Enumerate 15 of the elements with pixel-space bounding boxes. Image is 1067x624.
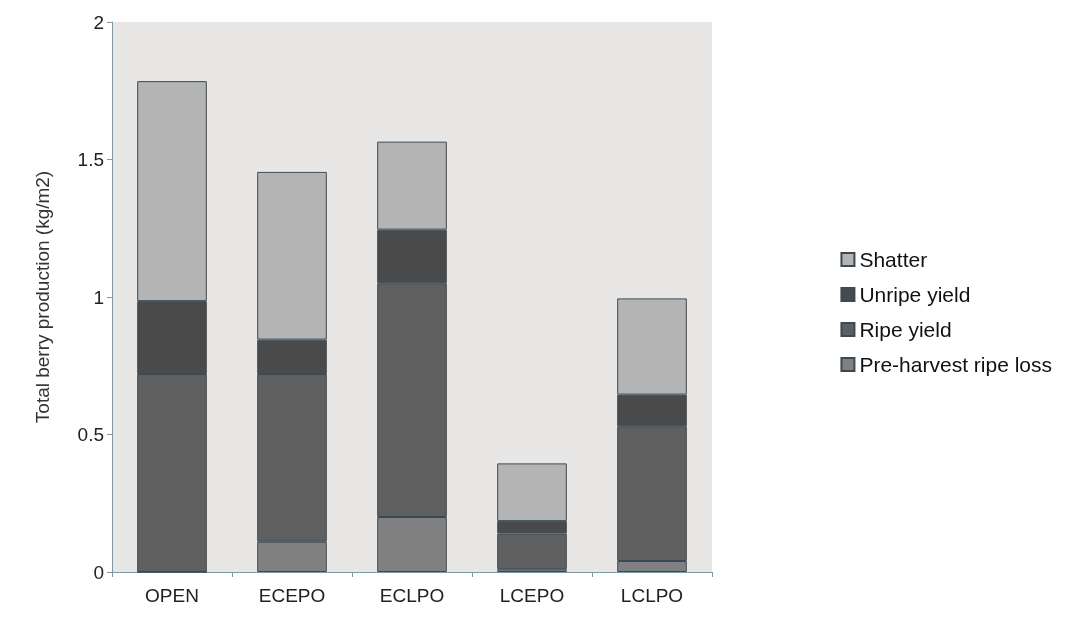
x-tick-label: ECEPO [258, 585, 326, 606]
y-tick-label: 1 [93, 286, 104, 308]
x-tick-label: ECLPO [379, 585, 445, 606]
legend-label: Unripe yield [859, 283, 971, 306]
y-tick-label: 0.5 [77, 424, 104, 445]
x-tick-label: OPEN [145, 585, 199, 606]
y-axis-title: Total berry production (kg/m2) [32, 170, 53, 424]
legend-label: Shatter [859, 248, 928, 271]
y-tick-label: 0 [93, 561, 104, 583]
legend-label: Ripe yield [859, 318, 952, 341]
y-tick-label: 1.5 [77, 149, 104, 170]
x-tick-label: LCLPO [620, 585, 684, 606]
x-tick-label: LCEPO [499, 585, 565, 606]
y-tick-label: 2 [93, 11, 104, 33]
legend-label: Pre-harvest ripe loss [859, 353, 1053, 376]
